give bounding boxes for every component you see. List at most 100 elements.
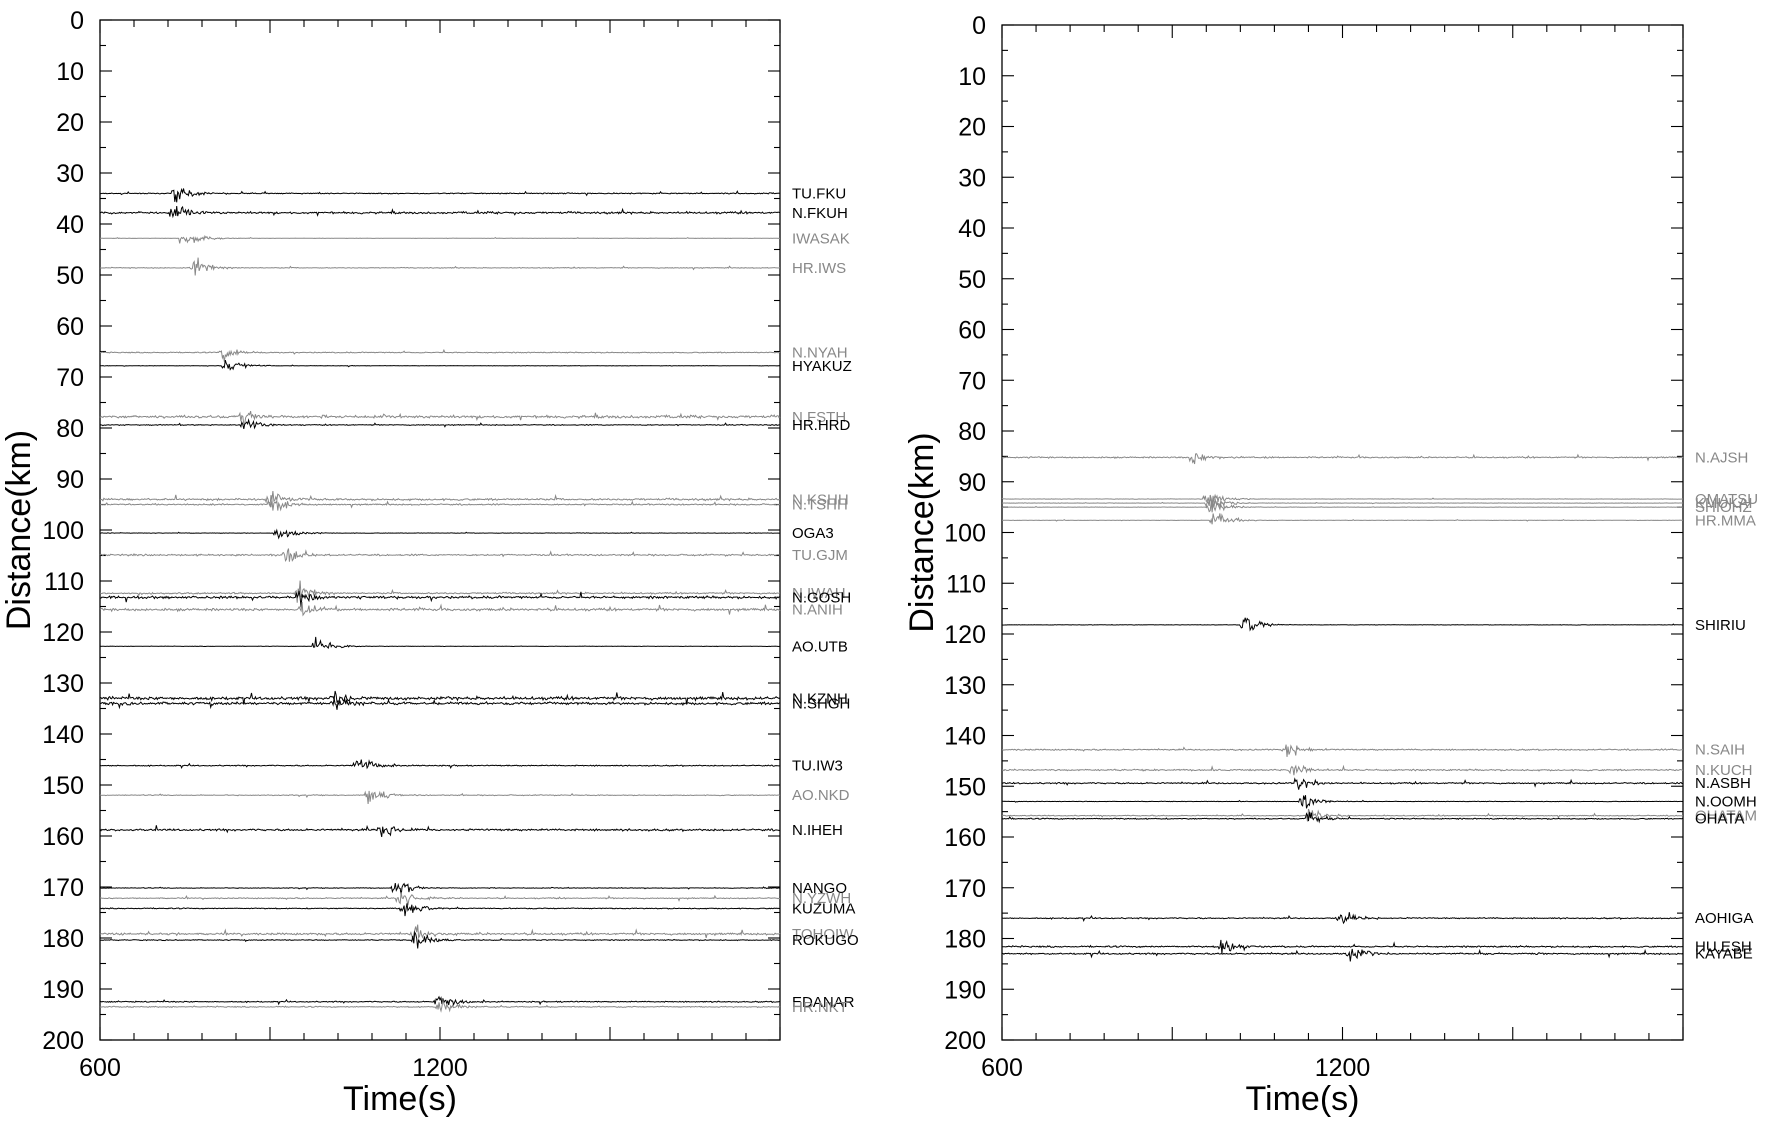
y-tick-label: 20	[958, 114, 986, 142]
station-label: N.KZNH	[792, 690, 848, 707]
station-label: N.ANIH	[792, 602, 843, 619]
station-label: SHIOHZ	[1695, 499, 1752, 516]
seismic-trace	[99, 759, 781, 770]
left-record-section: 0 10 20 30 40 50 60 70 80 90 100 110 120 130 140 150 160…	[0, 7, 859, 1118]
station-label: N.KSHH	[792, 491, 849, 508]
station-label: N.KUCH	[1695, 762, 1753, 779]
station-label: OHATAM	[1695, 808, 1757, 825]
seismic-trace	[1001, 744, 1684, 757]
seismic-trace	[99, 235, 781, 244]
station-label: IWASAK	[792, 230, 850, 247]
y-tick-label: 70	[56, 364, 84, 392]
y-axis-title: Distance(km)	[0, 430, 38, 630]
seismic-trace	[99, 601, 781, 617]
seismic-trace	[99, 824, 781, 838]
y-tick-label: 10	[56, 58, 84, 86]
station-label: TOHOIW	[792, 926, 854, 943]
x-tick-label: 1200	[1315, 1054, 1371, 1082]
y-tick-label: 60	[56, 313, 84, 341]
y-tick-label: 200	[42, 1027, 84, 1055]
seismic-trace	[99, 930, 781, 949]
y-tick-label: 150	[42, 772, 84, 800]
station-label: OHATA	[1695, 811, 1744, 828]
y-tick-label: 30	[56, 160, 84, 188]
y-tick-label: 60	[958, 317, 986, 345]
y-tick-label: 80	[56, 415, 84, 443]
station-label: ROKUGO	[792, 932, 859, 949]
y-tick-label: 90	[56, 466, 84, 494]
y-tick-label: 190	[944, 976, 986, 1004]
y-tick-label: 100	[944, 520, 986, 548]
seismic-trace	[99, 636, 780, 649]
station-label: N.IWAH	[792, 585, 846, 602]
station-label: NANGO	[792, 880, 847, 897]
y-tick-label: 190	[42, 976, 84, 1004]
seismic-trace	[99, 697, 781, 710]
y-tick-label: 130	[42, 670, 84, 698]
y-tick-label: 120	[944, 621, 986, 649]
y-tick-label: 110	[946, 570, 986, 598]
seismic-trace	[99, 348, 781, 362]
station-label: KUZUMA	[792, 900, 855, 917]
seismic-trace	[99, 528, 781, 540]
station-label: HYAKUZ	[792, 358, 852, 375]
station-label: HR.NKT	[792, 999, 848, 1016]
seismic-trace	[100, 187, 780, 203]
y-tick-label: 0	[972, 12, 986, 40]
y-tick-label: 30	[958, 164, 986, 192]
seismic-trace	[100, 205, 781, 219]
seismic-trace	[99, 790, 781, 805]
y-tick-label: 150	[944, 773, 986, 801]
x-tick-label: 600	[79, 1054, 121, 1082]
x-tick-label: 1200	[412, 1054, 468, 1082]
station-label: N.TSHH	[792, 497, 848, 514]
y-tick-label: 160	[42, 823, 84, 851]
y-tick-label: 100	[42, 517, 84, 545]
seismic-trace	[99, 491, 781, 508]
seismic-trace	[99, 690, 781, 705]
y-tick-label: 70	[958, 367, 986, 395]
seismic-trace	[99, 998, 781, 1013]
station-label: N.SHGH	[792, 695, 850, 712]
seismic-trace	[100, 499, 781, 512]
station-label: TU.GJM	[792, 547, 848, 564]
station-label: N.AJSH	[1695, 449, 1748, 466]
y-tick-label: 80	[958, 418, 986, 446]
y-tick-label: 120	[42, 619, 84, 647]
y-tick-label: 10	[958, 63, 986, 91]
station-label: KMUKAI	[1695, 495, 1753, 512]
y-tick-label: 200	[944, 1027, 986, 1055]
station-label: N.FKUH	[792, 205, 848, 222]
seismic-trace	[99, 548, 781, 562]
y-tick-label: 140	[944, 723, 986, 751]
y-tick-label: 110	[44, 568, 84, 596]
seismic-trace	[99, 359, 781, 371]
seismic-trace	[1001, 812, 1684, 824]
station-label: SHIRIU	[1695, 617, 1746, 634]
y-tick-label: 90	[958, 469, 986, 497]
y-tick-label: 180	[944, 926, 986, 954]
seismic-trace	[1001, 617, 1683, 632]
y-tick-label: 40	[56, 211, 84, 239]
station-label: N.YZWH	[792, 890, 851, 907]
station-label: OGA3	[792, 525, 834, 542]
station-label: N.ASBH	[1695, 775, 1751, 792]
y-tick-label: 160	[944, 824, 986, 852]
y-tick-label: 180	[42, 925, 84, 953]
seismic-trace	[100, 892, 781, 906]
station-label: HR.HRD	[792, 417, 850, 434]
seismic-trace	[1001, 912, 1684, 925]
y-tick-label: 50	[56, 262, 84, 290]
station-label: HR.IWS	[792, 260, 846, 277]
seismic-trace	[99, 257, 781, 276]
seismic-trace	[99, 995, 781, 1007]
station-label: AOHIGA	[1695, 910, 1753, 927]
seismic-trace	[99, 410, 781, 426]
station-label: KAYABE	[1695, 946, 1753, 963]
station-label: HU.ESH	[1695, 939, 1752, 956]
plot-frame	[99, 19, 781, 1041]
seismic-trace	[1001, 808, 1683, 822]
right-record-section: 0 10 20 30 40 50 60 70 80 90 100 110 120 130 140 150 160…	[903, 12, 1758, 1118]
y-tick-label: 0	[70, 7, 84, 35]
